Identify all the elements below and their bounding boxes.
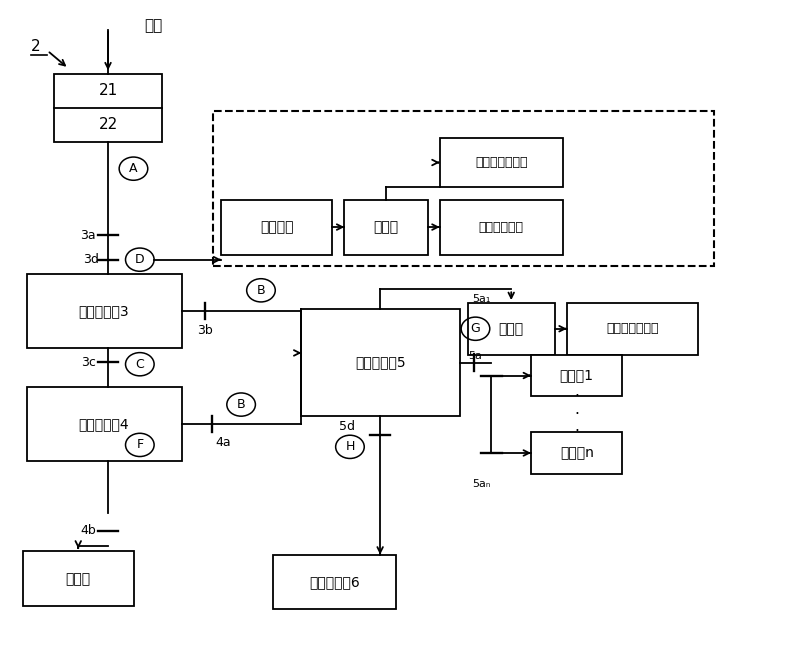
Text: 冷凝器: 冷凝器 <box>374 220 398 234</box>
Text: 5a₁: 5a₁ <box>473 294 491 304</box>
Text: 5a: 5a <box>469 351 482 361</box>
Text: C: C <box>135 358 144 370</box>
Bar <box>26 387 182 461</box>
Text: 4a: 4a <box>215 436 230 449</box>
Text: 活性炭吸附装置: 活性炭吸附装置 <box>606 322 658 335</box>
Bar <box>440 200 563 255</box>
Text: 还原剂n: 还原剂n <box>560 446 594 460</box>
Text: 5d: 5d <box>338 420 354 433</box>
Bar <box>214 111 714 266</box>
Bar <box>54 74 162 141</box>
Text: 22: 22 <box>98 117 118 132</box>
Bar <box>344 200 428 255</box>
Text: G: G <box>470 322 480 335</box>
Text: F: F <box>136 438 143 451</box>
Text: B: B <box>237 398 246 411</box>
Text: 集尘设备: 集尘设备 <box>260 220 294 234</box>
Text: 3c: 3c <box>81 356 96 368</box>
Text: 真空室: 真空室 <box>66 572 91 586</box>
Text: 高温熔融炉3: 高温熔融炉3 <box>78 304 130 318</box>
Text: 长单晶硅炉6: 长单晶硅炉6 <box>309 575 360 589</box>
Text: 21: 21 <box>98 83 118 98</box>
Text: 冷凝器: 冷凝器 <box>498 322 524 336</box>
Text: 3d: 3d <box>82 253 98 266</box>
Bar <box>467 303 555 355</box>
Text: 3b: 3b <box>198 324 214 337</box>
Text: 高温震荡炉4: 高温震荡炉4 <box>78 417 130 431</box>
Text: 活性炭吸附装置: 活性炭吸附装置 <box>475 156 527 169</box>
Text: 5aₙ: 5aₙ <box>473 478 491 489</box>
Bar <box>567 303 698 355</box>
Text: A: A <box>130 162 138 175</box>
Bar <box>222 200 333 255</box>
Text: 4b: 4b <box>80 524 96 537</box>
Text: ·
·
·: · · · <box>574 389 579 439</box>
Text: B: B <box>257 284 266 297</box>
Bar <box>531 432 622 474</box>
Bar <box>531 355 622 396</box>
Text: 原料: 原料 <box>144 18 162 33</box>
Bar <box>301 309 459 416</box>
Text: D: D <box>135 253 145 266</box>
Bar <box>22 551 134 606</box>
Text: 液态收集装置: 液态收集装置 <box>478 221 524 234</box>
Bar <box>440 138 563 187</box>
Bar <box>273 555 396 609</box>
Text: H: H <box>346 440 354 453</box>
Text: 3a: 3a <box>80 229 96 242</box>
Text: 还原剂1: 还原剂1 <box>560 368 594 383</box>
Text: 2: 2 <box>30 39 40 54</box>
Text: 高温还原炉5: 高温还原炉5 <box>355 355 406 370</box>
Bar <box>26 274 182 348</box>
